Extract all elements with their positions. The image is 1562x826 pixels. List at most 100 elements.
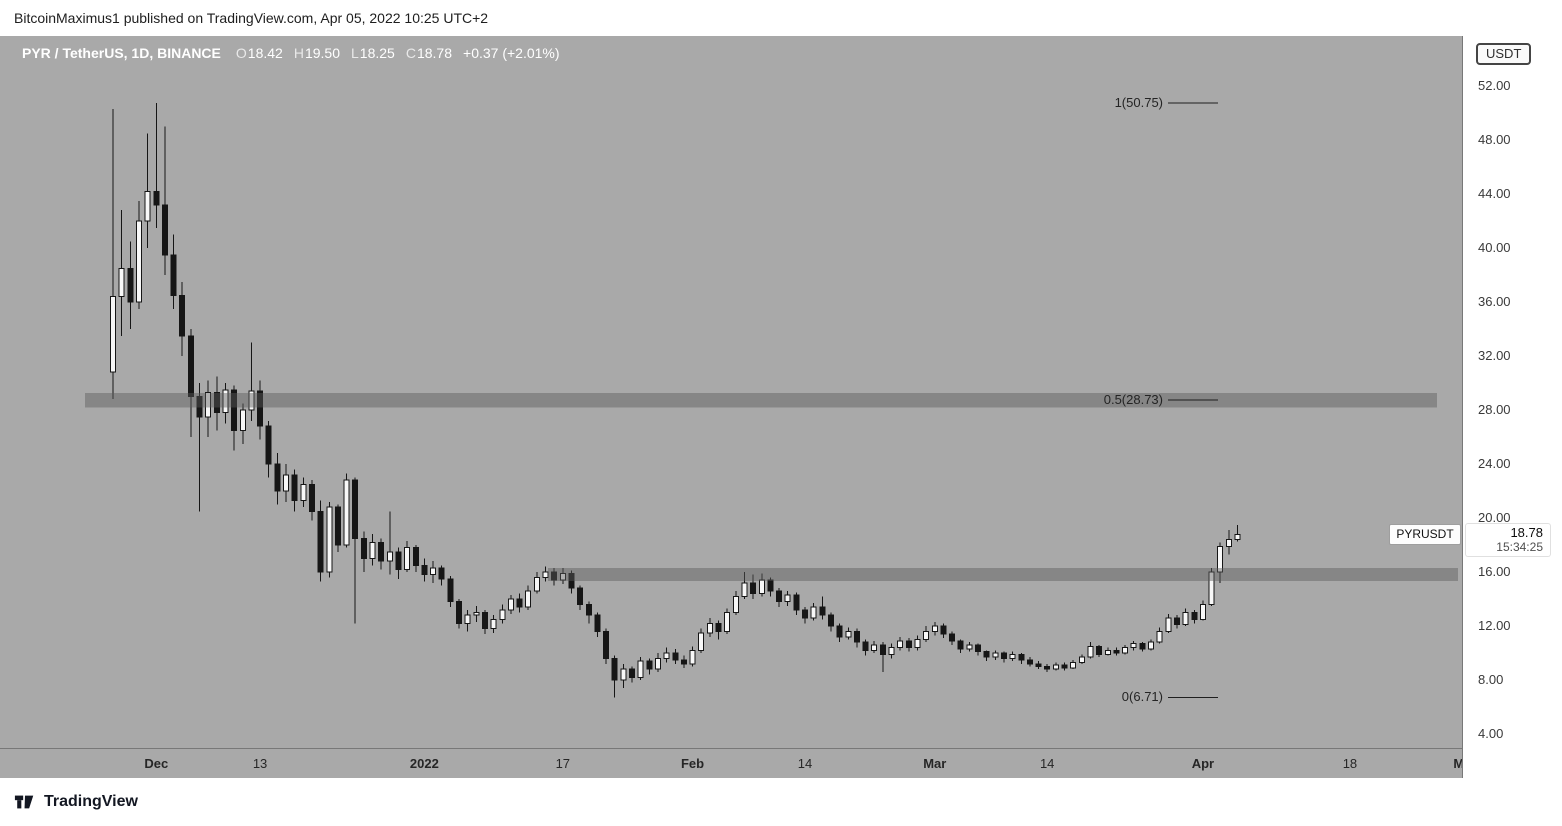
candle-body-down: [334, 506, 341, 546]
candle-body-up: [507, 598, 514, 611]
candle-body-down: [940, 625, 947, 635]
candle-body-down: [447, 578, 454, 603]
support-resistance-band[interactable]: [548, 567, 1458, 581]
price-tick-label: 28.00: [1478, 402, 1511, 417]
candle-body-up: [1052, 664, 1059, 670]
candle-body-down: [629, 668, 635, 678]
time-tick-label: 18: [1342, 756, 1358, 771]
time-tick-label: 2022: [409, 756, 439, 771]
change-value: +0.37 (+2.01%): [463, 45, 560, 61]
candle-body-down: [265, 425, 272, 465]
candle-body-up: [525, 590, 532, 608]
candle-body-down: [1173, 617, 1180, 626]
candle-body-down: [231, 389, 238, 431]
candle-body-up: [637, 660, 644, 678]
candle-body-up: [810, 606, 817, 619]
close-field: C18.78: [406, 45, 452, 61]
close-label: C: [405, 45, 416, 61]
candle-body-up: [248, 390, 255, 411]
candle-body-up: [1225, 539, 1232, 547]
candle-body-up: [1009, 653, 1016, 659]
fib-band[interactable]: [85, 393, 1437, 408]
high-label: H: [293, 45, 304, 61]
candle-body-up: [897, 640, 904, 649]
candle-body-up: [110, 296, 116, 373]
low-field: L18.25: [351, 45, 395, 61]
candle-body-down: [187, 335, 194, 397]
candle-body-up: [222, 389, 229, 414]
tradingview-logo-icon[interactable]: [14, 791, 36, 813]
candle-body-down: [1191, 612, 1198, 620]
candle-body-up: [706, 622, 713, 634]
candle-body-down: [611, 657, 618, 681]
price-tick-label: 44.00: [1478, 186, 1511, 201]
price-tick-label: 12.00: [1478, 618, 1511, 633]
chart-legend: PYR / TetherUS, 1D, BINANCE O18.42 H19.5…: [22, 45, 560, 61]
candle-body-up: [239, 409, 246, 431]
candle-body-up: [845, 630, 852, 638]
price-tick-label: 36.00: [1478, 294, 1511, 309]
candle-body-down: [456, 601, 462, 624]
candle-body-down: [153, 190, 160, 206]
candle-body-down: [1044, 666, 1051, 670]
time-axis[interactable]: Dec 13 2022 17 Feb 14 Mar 14 Apr 18 Ma: [0, 748, 1462, 778]
price-tick-label: 4.00: [1478, 726, 1504, 741]
candle-body-down: [352, 479, 359, 539]
chart-pane[interactable]: PYR / TetherUS, 1D, BINANCE O18.42 H19.5…: [0, 36, 1462, 748]
candle-body-up: [784, 594, 791, 603]
candle-body-down: [516, 598, 523, 608]
price-tick-label: 40.00: [1478, 240, 1511, 255]
candle-body-down: [577, 587, 584, 605]
candle-body-down: [1096, 645, 1103, 655]
candle-body-up: [1165, 617, 1172, 632]
candle-body-down: [481, 612, 488, 630]
candle-body-up: [300, 483, 307, 501]
candle-body-down: [1000, 652, 1007, 659]
candle-body-down: [750, 582, 757, 595]
candle-body-up: [430, 567, 437, 576]
publish-text: BitcoinMaximus1 published on TradingView…: [14, 10, 489, 26]
symbol-price-label: PYRUSDT: [1389, 524, 1461, 546]
price-tick-label: 20.00: [1478, 510, 1511, 525]
candle-body-up: [966, 644, 973, 650]
tradingview-wordmark[interactable]: TradingView: [44, 793, 138, 810]
candle-body-down: [1035, 663, 1042, 667]
candle-body-up: [732, 595, 739, 613]
candle-body-down: [802, 609, 808, 619]
price-axis[interactable]: USDT 52.00 48.00 44.00 40.00 36.00 32.00 28.00…: [1462, 36, 1562, 778]
candle-body-up: [533, 576, 540, 592]
candle-body-down: [1018, 653, 1025, 661]
low-value: 18.25: [359, 45, 395, 61]
low-label: L: [351, 45, 359, 61]
candle-body-up: [369, 541, 376, 559]
candle-body-up: [343, 479, 350, 546]
candle-body-up: [741, 582, 748, 597]
symbol-title[interactable]: PYR / TetherUS, 1D, BINANCE: [22, 45, 221, 61]
currency-badge[interactable]: USDT: [1476, 43, 1532, 65]
candle-body-up: [1087, 645, 1094, 658]
candle-body-down: [767, 579, 774, 592]
candle-body-down: [715, 622, 722, 632]
time-tick-label: Dec: [144, 756, 169, 771]
open-field: O18.42: [236, 45, 283, 61]
last-price: 18.78: [1510, 525, 1543, 541]
price-tick-label: 32.00: [1478, 348, 1511, 363]
candle-body-down: [274, 463, 281, 492]
bar-countdown: 15:34:25: [1496, 540, 1543, 555]
price-tick-label: 24.00: [1478, 456, 1511, 471]
candle-body-down: [836, 625, 843, 638]
time-tick-label: Mar: [923, 756, 947, 771]
candle-body-down: [551, 571, 558, 581]
candle-body-up: [464, 614, 471, 624]
candle-body-up: [654, 657, 661, 670]
candle-body-up: [758, 579, 765, 595]
candle-body-down: [378, 541, 385, 562]
candle-body-down: [196, 396, 203, 418]
time-tick-label: Apr: [1191, 756, 1215, 771]
close-value: 18.78: [416, 45, 453, 61]
time-tick-label: Feb: [680, 756, 705, 771]
candlestick-chart-svg[interactable]: [0, 36, 1462, 748]
candle-body-up: [1070, 661, 1077, 669]
candle-body-up: [1104, 649, 1111, 655]
candle-body-down: [412, 547, 419, 566]
